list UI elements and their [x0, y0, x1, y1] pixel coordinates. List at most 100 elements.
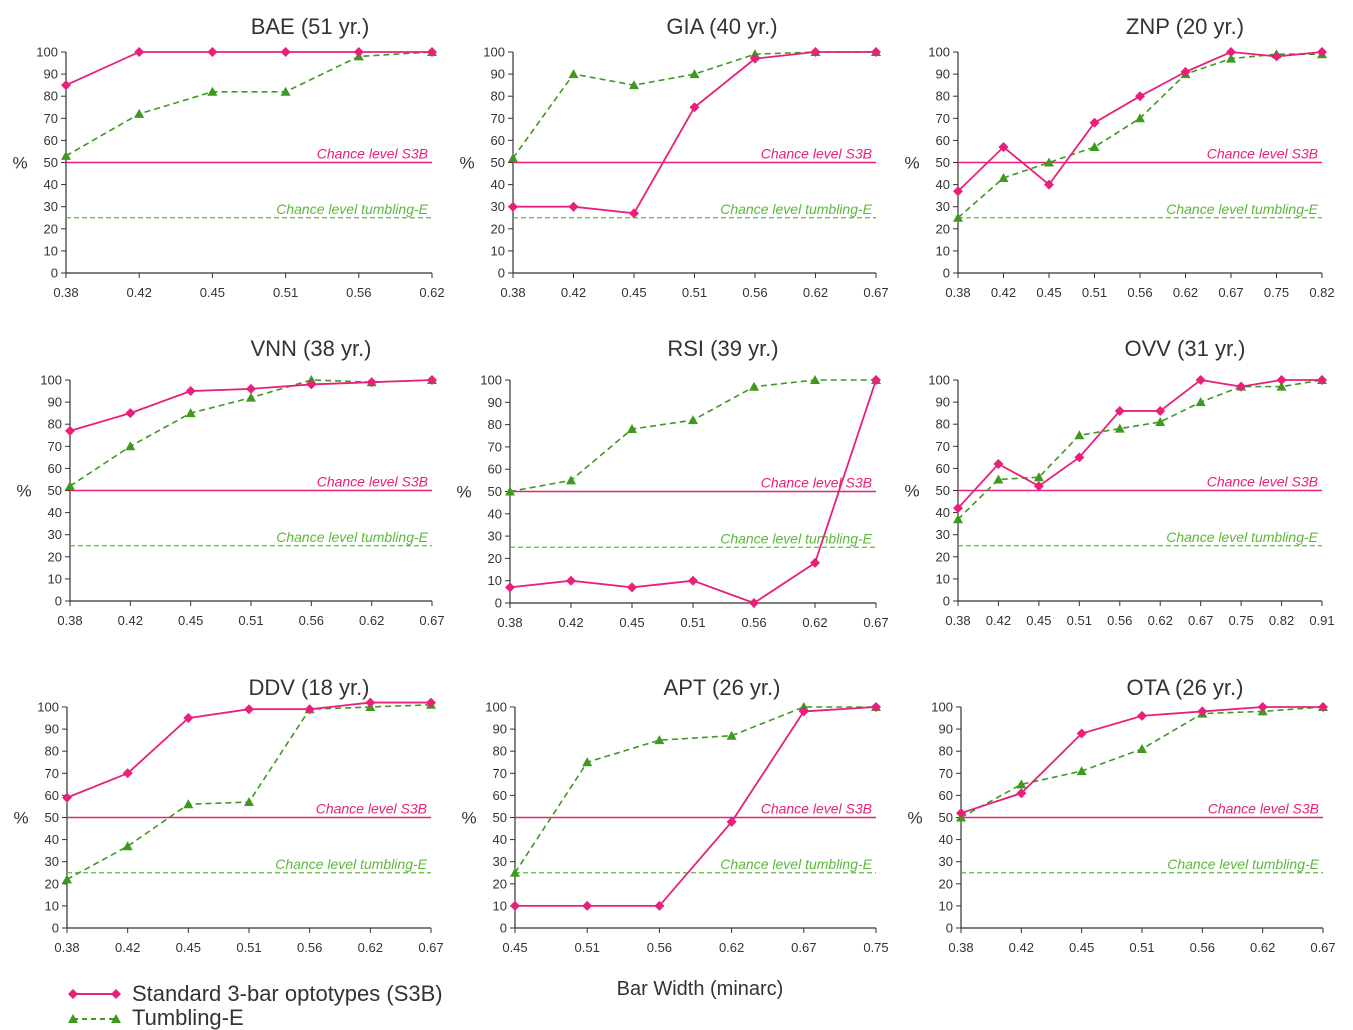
y-tick-label: 30: [488, 529, 502, 544]
x-tick-label: 0.42: [986, 613, 1011, 628]
y-tick-label: 10: [44, 243, 58, 258]
x-tick-label: 0.67: [418, 940, 443, 955]
y-tick-label: 50: [48, 483, 62, 498]
marker-tumbling-e: [1276, 381, 1287, 391]
marker-tumbling-e: [654, 735, 665, 745]
y-tick-label: 40: [936, 505, 950, 520]
marker-tumbling-e: [134, 108, 145, 118]
marker-s3b: [582, 900, 593, 911]
y-tick-label: 40: [45, 832, 59, 847]
x-tick-label: 0.62: [802, 615, 827, 630]
y-tick-label: 0: [500, 921, 507, 936]
x-tick-label: 0.67: [863, 285, 888, 300]
y-tick-label: 70: [45, 766, 59, 781]
y-tick-label: 90: [488, 395, 502, 410]
y-axis-unit: %: [456, 483, 471, 502]
marker-tumbling-e: [688, 415, 698, 425]
x-tick-label: 0.38: [945, 613, 970, 628]
series-line-tumbling-e: [514, 706, 876, 874]
x-tick-label: 0.51: [680, 615, 705, 630]
y-tick-label: 50: [936, 155, 950, 170]
series-line-tumbling-e: [957, 379, 1323, 520]
x-tick-label: 0.67: [791, 940, 816, 955]
y-tick-label: 10: [488, 573, 502, 588]
y-tick-label: 20: [45, 876, 59, 891]
y-tick-label: 0: [498, 266, 505, 281]
marker-s3b: [998, 142, 1009, 153]
y-tick-label: 30: [493, 854, 507, 869]
y-tick-label: 20: [44, 221, 58, 236]
marker-s3b: [1089, 117, 1100, 128]
y-tick-label: 30: [48, 527, 62, 542]
y-tick-label: 60: [48, 461, 62, 476]
y-tick-label: 90: [44, 67, 58, 82]
y-tick-label: 90: [939, 722, 953, 737]
x-tick-label: 0.45: [1069, 940, 1094, 955]
y-tick-label: 0: [51, 266, 58, 281]
y-tick-label: 10: [48, 571, 62, 586]
marker-tumbling-e: [998, 172, 1009, 182]
y-tick-label: 40: [491, 177, 505, 192]
marker-s3b: [627, 582, 637, 593]
marker-tumbling-e: [627, 424, 637, 434]
marker-s3b: [1197, 706, 1208, 717]
x-tick-label: 0.75: [1228, 613, 1253, 628]
x-tick-label: 0.42: [127, 285, 152, 300]
marker-s3b: [568, 201, 579, 212]
y-tick-label: 30: [45, 854, 59, 869]
marker-s3b: [1016, 788, 1027, 799]
y-tick-label: 0: [55, 594, 62, 609]
y-tick-label: 80: [939, 744, 953, 759]
legend-label-s3b: Standard 3-bar optotypes (S3B): [132, 981, 443, 1006]
y-tick-label: 60: [936, 461, 950, 476]
y-tick-label: 100: [480, 373, 502, 388]
marker-tumbling-e: [629, 80, 639, 90]
y-tick-label: 100: [40, 373, 62, 388]
marker-tumbling-e: [1226, 53, 1236, 63]
y-tick-label: 30: [491, 199, 505, 214]
x-tick-label: 0.38: [497, 615, 522, 630]
marker-tumbling-e: [1195, 397, 1206, 407]
y-axis-unit: %: [12, 154, 27, 173]
y-axis-unit: %: [13, 809, 28, 828]
x-tick-label: 0.38: [500, 285, 525, 300]
marker-tumbling-e: [244, 797, 254, 807]
marker-s3b: [1076, 728, 1087, 739]
y-tick-label: 100: [931, 700, 953, 715]
y-tick-label: 100: [485, 700, 507, 715]
marker-s3b: [953, 186, 963, 197]
y-tick-label: 80: [936, 417, 950, 432]
x-tick-label: 0.82: [1269, 613, 1294, 628]
panel-title: OTA (26 yr.): [1127, 675, 1244, 700]
marker-s3b: [65, 425, 75, 436]
marker-tumbling-e: [1155, 416, 1166, 426]
x-tick-label: 0.51: [238, 613, 263, 628]
marker-tumbling-e: [185, 408, 196, 418]
marker-s3b: [505, 582, 515, 593]
y-tick-label: 90: [936, 395, 950, 410]
chance-label-tumbling-e: Chance level tumbling-E: [275, 856, 427, 872]
y-tick-label: 100: [928, 373, 950, 388]
y-tick-label: 80: [44, 89, 58, 104]
y-tick-label: 70: [939, 766, 953, 781]
panel-title: RSI (39 yr.): [667, 336, 778, 361]
chance-label-tumbling-e: Chance level tumbling-E: [720, 201, 872, 217]
x-tick-label: 0.42: [561, 285, 586, 300]
x-tick-label: 0.56: [647, 940, 672, 955]
marker-tumbling-e: [1114, 423, 1125, 433]
panel-title: OVV (31 yr.): [1124, 336, 1245, 361]
panel-8: OTA (26 yr.)% 0 10 20 30 40 50 60 70 80 90 100 0.38 0…: [907, 675, 1335, 955]
y-tick-label: 20: [936, 549, 950, 564]
chance-label-tumbling-e: Chance level tumbling-E: [1167, 856, 1319, 872]
y-tick-label: 50: [488, 484, 502, 499]
y-tick-label: 40: [48, 505, 62, 520]
marker-s3b: [134, 47, 145, 57]
x-tick-label: 0.42: [118, 613, 143, 628]
panel-3: VNN (38 yr.)% 0 10 20 30 40 50 60 70 80 90 100 0.38 0…: [16, 336, 444, 628]
marker-tumbling-e: [246, 392, 256, 402]
series-line-s3b: [65, 51, 432, 86]
marker-s3b: [244, 704, 254, 715]
x-tick-label: 0.38: [54, 940, 79, 955]
marker-s3b: [304, 704, 315, 715]
marker-tumbling-e: [953, 514, 963, 524]
